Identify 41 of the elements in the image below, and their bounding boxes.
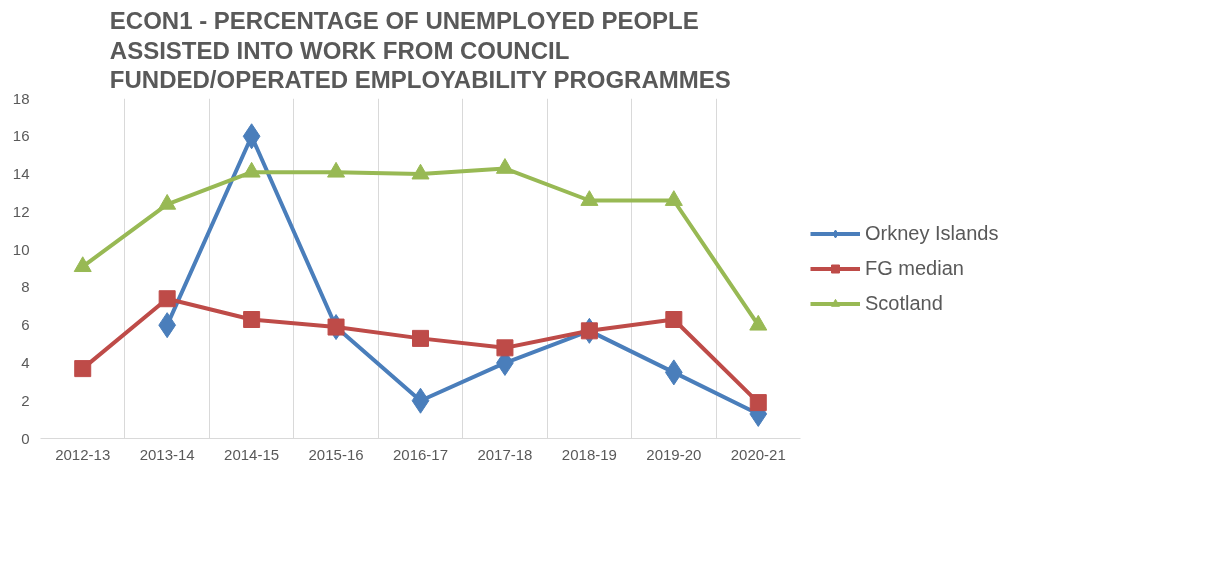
point: [412, 329, 429, 347]
point: [158, 290, 176, 308]
point: [580, 190, 599, 206]
x-tick-label: 2018-19: [561, 445, 617, 463]
y-tick-label: 16: [12, 127, 30, 145]
x-tick-label: 2014-15: [224, 445, 280, 463]
point: [749, 394, 767, 412]
point: [495, 158, 514, 174]
point: [158, 193, 177, 210]
y-tick-label: 2: [21, 391, 30, 409]
x-tick-label: 2015-16: [308, 445, 364, 463]
x-tick-label: 2019-20: [646, 445, 702, 463]
point: [74, 360, 92, 378]
legend-label: Orkney Islands: [865, 221, 999, 245]
point: [665, 311, 683, 328]
y-tick-label: 4: [21, 353, 30, 371]
point: [496, 339, 514, 357]
point: [411, 387, 430, 414]
x-tick-label: 2020-21: [730, 445, 786, 463]
y-tick-label: 14: [12, 165, 30, 183]
point: [664, 190, 683, 206]
y-tick-label: 18: [12, 89, 30, 107]
point: [327, 161, 346, 178]
legend-label: Scotland: [865, 291, 943, 315]
y-tick-label: 10: [12, 240, 30, 258]
legend-label: FG median: [865, 256, 964, 280]
point: [242, 161, 261, 178]
point: [411, 163, 430, 180]
x-tick-label: 2013-14: [139, 445, 195, 463]
x-tick-label: 2012-13: [55, 445, 111, 463]
y-tick-label: 6: [21, 316, 30, 334]
x-tick-label: 2016-17: [392, 445, 449, 463]
y-tick-label: 0: [21, 429, 30, 447]
point: [243, 311, 261, 328]
x-tick-label: 2017-18: [477, 445, 533, 463]
point: [580, 322, 598, 340]
point: [73, 256, 92, 273]
y-tick-label: 8: [21, 278, 30, 296]
y-tick-label: 12: [12, 202, 30, 220]
chart-title: ECON1 - PERCENTAGE OF UNEMPLOYED PEOPLE ASSISTED INTO WORK FROM COUNCIL FUNDED/OPERATED EMPLOYABILITY PROGRAMMES: [109, 7, 731, 94]
point: [327, 318, 345, 336]
